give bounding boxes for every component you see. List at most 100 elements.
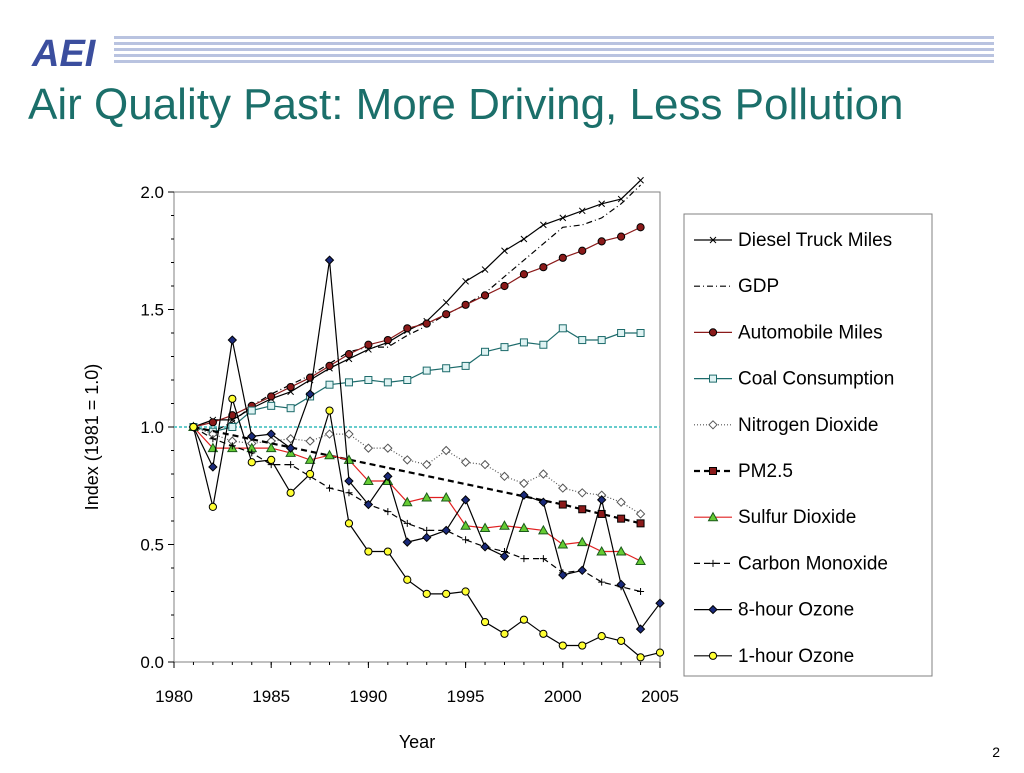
series-line (193, 426, 641, 515)
legend-item: PM2.5 (694, 461, 793, 482)
data-point (422, 366, 431, 375)
series-gdp (193, 184, 642, 433)
legend-item: Automobile Miles (694, 322, 883, 343)
data-point (286, 488, 295, 497)
data-point (325, 361, 334, 370)
data-point (208, 462, 218, 472)
data-point (422, 589, 431, 598)
data-point (209, 435, 217, 443)
data-point (481, 266, 489, 273)
data-point (480, 291, 490, 300)
data-point (637, 588, 645, 595)
data-point (480, 459, 490, 470)
x-axis-label: Year (399, 732, 435, 752)
data-point (363, 443, 374, 453)
data-point (637, 176, 644, 184)
data-point (422, 532, 432, 543)
series-line (193, 426, 641, 593)
data-point (480, 542, 490, 552)
data-point (441, 445, 451, 456)
series-pm2-5 (193, 425, 645, 528)
data-point (636, 329, 645, 337)
data-point (324, 255, 335, 265)
x-axis: 1980 1985 1990 1995 2000 2005 (155, 662, 679, 706)
y-tick-label: 1.5 (140, 301, 164, 320)
data-point (597, 336, 606, 345)
data-point (709, 467, 717, 475)
legend: Diesel Truck Miles GDP Automobile Miles Coa… (683, 213, 933, 677)
data-point (461, 587, 470, 596)
data-point (364, 340, 373, 349)
data-point (383, 443, 393, 453)
data-point (287, 461, 295, 469)
data-point (266, 429, 276, 439)
series-line (193, 184, 642, 433)
data-point (267, 401, 276, 410)
data-point (442, 310, 451, 319)
data-point (558, 253, 567, 262)
data-point (538, 497, 549, 507)
data-point (539, 263, 548, 272)
data-point (558, 483, 568, 493)
data-point (597, 237, 606, 246)
data-point (617, 514, 626, 523)
data-point (286, 404, 295, 413)
data-point (383, 335, 392, 345)
x-tick-label: 1985 (252, 687, 290, 706)
series-sulfur-dioxide (188, 421, 646, 565)
data-point (324, 449, 335, 460)
data-point (519, 270, 529, 279)
data-point (267, 455, 276, 464)
data-point (440, 491, 452, 502)
series-1-hour-ozone (189, 394, 665, 662)
data-point (519, 615, 529, 624)
data-point (384, 508, 392, 516)
data-point (655, 598, 665, 608)
data-point (422, 459, 432, 470)
y-axis-label: Index (1981 = 1.0) (82, 364, 102, 511)
data-point (267, 392, 276, 401)
data-point (344, 350, 354, 359)
data-point (189, 422, 198, 432)
data-point (325, 406, 334, 415)
legend-label: GDP (738, 276, 779, 297)
data-point (247, 458, 256, 467)
data-point (576, 536, 588, 547)
legend-label: Diesel Truck Miles (738, 230, 892, 251)
data-point (597, 632, 606, 641)
x-tick-label: 1990 (349, 687, 387, 706)
data-point (538, 524, 549, 535)
data-point (540, 221, 547, 229)
data-point (519, 490, 529, 500)
legend-label: 8-hour Ozone (738, 600, 854, 621)
legend-item: Carbon Monoxide (694, 553, 888, 574)
data-point (539, 629, 548, 638)
series-automobile-miles (189, 223, 645, 432)
x-tick-label: 2005 (641, 687, 679, 706)
data-point (481, 347, 490, 356)
data-point (708, 420, 718, 430)
data-point (461, 300, 470, 309)
data-point (228, 423, 237, 431)
slide-title: Air Quality Past: More Driving, Less Pol… (28, 80, 904, 129)
data-point (460, 495, 471, 505)
data-point (421, 491, 433, 502)
data-point (539, 555, 547, 563)
data-point (462, 536, 470, 544)
data-point (344, 429, 354, 439)
data-point (617, 636, 626, 645)
data-point (265, 442, 277, 453)
data-point (344, 476, 354, 486)
legend-item: Diesel Truck Miles (694, 230, 892, 251)
legend-item: Nitrogen Dioxide (694, 415, 878, 436)
data-point (325, 380, 334, 389)
data-point (708, 651, 718, 660)
data-point (558, 570, 568, 580)
data-point (578, 207, 586, 215)
data-point (500, 629, 509, 638)
data-point (364, 376, 373, 384)
series-line (193, 327, 641, 433)
data-point (462, 277, 469, 285)
y-tick-label: 1.0 (140, 418, 164, 437)
